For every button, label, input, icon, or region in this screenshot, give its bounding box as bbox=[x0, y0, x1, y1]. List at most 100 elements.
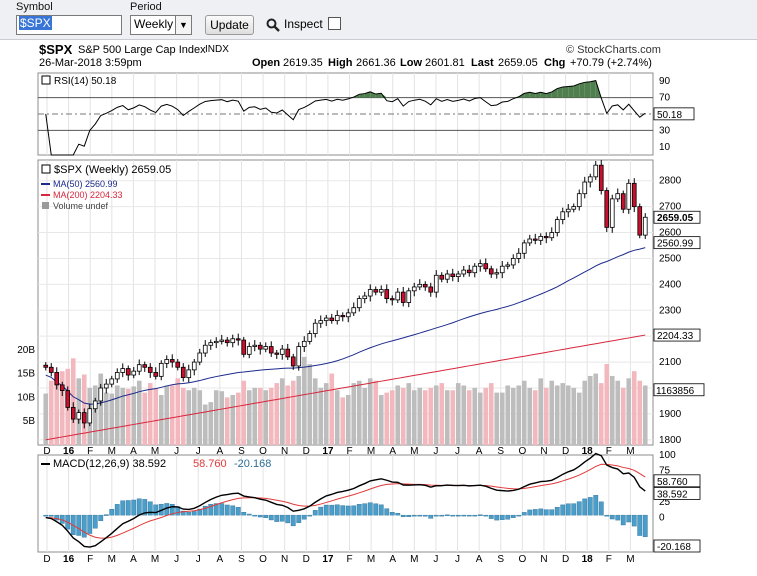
macd-histogram-bar bbox=[219, 503, 225, 516]
candle-down bbox=[631, 182, 637, 208]
symbol-input-value: $SPX bbox=[19, 16, 52, 30]
candle-down bbox=[637, 206, 643, 236]
candle-down bbox=[450, 273, 456, 277]
header-last-label: Last bbox=[471, 57, 494, 69]
price-x-tick-label: M bbox=[410, 446, 418, 457]
header-last-value: 2659.05 bbox=[498, 57, 538, 69]
macd-histogram-bar bbox=[356, 504, 362, 516]
rsi-axis-tick-label: 70 bbox=[659, 93, 671, 104]
candle-up bbox=[307, 333, 313, 342]
macd-histogram-bar bbox=[92, 514, 98, 529]
volume-bar bbox=[532, 390, 538, 445]
price-current-label-box bbox=[653, 210, 701, 224]
macd-histogram-bar bbox=[472, 514, 478, 517]
volume-bar bbox=[268, 387, 274, 445]
macd-histogram-bar bbox=[169, 503, 175, 516]
header-low-value: 2601.81 bbox=[425, 57, 465, 69]
rsi-legend-swatch bbox=[41, 75, 51, 85]
volume-bar bbox=[120, 387, 126, 445]
candle-up bbox=[367, 289, 373, 297]
volume-bar bbox=[554, 385, 560, 445]
volume-bar bbox=[362, 387, 368, 445]
macd-x-tick-label: A bbox=[217, 554, 224, 565]
candle-up bbox=[186, 369, 192, 379]
volume-bar bbox=[378, 395, 384, 445]
macd-x-tick-label: J bbox=[455, 554, 460, 565]
macd-x-tick-label: F bbox=[606, 554, 612, 565]
inspect-checkbox[interactable] bbox=[328, 17, 341, 30]
volume-bar bbox=[439, 383, 445, 445]
volume-bar bbox=[213, 390, 219, 445]
symbol-input[interactable]: $SPX bbox=[16, 15, 122, 35]
macd-histogram-bar bbox=[367, 502, 373, 516]
price-x-tick-label: M bbox=[151, 446, 159, 457]
volume-bar bbox=[400, 387, 406, 445]
volume-bar bbox=[191, 387, 197, 445]
macd-histogram-bar bbox=[279, 514, 285, 522]
macd-x-tick-label: A bbox=[476, 554, 483, 565]
macd-x-tick-label: D bbox=[303, 554, 310, 565]
macd-histogram-bar bbox=[323, 504, 329, 516]
volume-bar bbox=[565, 385, 571, 445]
volume-bar bbox=[345, 395, 351, 445]
volume-bar bbox=[389, 390, 395, 445]
candle-up bbox=[455, 273, 461, 277]
macd-x-tick-label: J bbox=[433, 554, 438, 565]
macd-histogram-bar bbox=[54, 514, 60, 521]
candle-down bbox=[180, 366, 186, 379]
macd-histogram-bar bbox=[136, 498, 142, 516]
candle-down bbox=[59, 384, 65, 391]
ma50-line bbox=[45, 247, 646, 405]
rsi-overbought-fill bbox=[562, 86, 569, 98]
stock-chart: DD1616FFMMAAMMJJJJAASSOONNDD1717FFMMAAMM… bbox=[17, 72, 705, 565]
candle-up bbox=[378, 289, 384, 293]
volume-bar bbox=[109, 393, 115, 445]
rsi-value-label: 50.18 bbox=[657, 110, 682, 121]
price-x-tick-label: S bbox=[497, 446, 504, 457]
macd-histogram-bar bbox=[384, 508, 390, 516]
period-select[interactable]: Weekly ▼ bbox=[130, 15, 192, 35]
volume-bar bbox=[296, 375, 302, 445]
update-button[interactable]: Update bbox=[205, 15, 254, 35]
candle-down bbox=[598, 164, 604, 191]
volume-bar bbox=[450, 390, 456, 445]
macd-histogram-bar bbox=[334, 504, 340, 516]
price-x-tick-label: M bbox=[108, 446, 116, 457]
macd-histogram-bar bbox=[202, 505, 208, 516]
candle-up bbox=[582, 181, 588, 195]
volume-bar bbox=[175, 378, 181, 445]
macd-x-tick-label: 18 bbox=[582, 554, 594, 565]
macd-histogram-bar bbox=[587, 497, 593, 516]
volume-axis-tick-label: 20B bbox=[17, 345, 35, 356]
macd-hist-legend-label: -20.168 bbox=[234, 458, 271, 470]
header-chg-label: Chg bbox=[544, 57, 566, 69]
macd-histogram-bar bbox=[521, 512, 527, 516]
macd-histogram-bar bbox=[87, 514, 93, 534]
volume-bar bbox=[373, 380, 379, 445]
macd-histogram-bar bbox=[274, 514, 280, 522]
macd-histogram-bar bbox=[345, 505, 351, 516]
ma200-legend-label: MA(200) 2204.33 bbox=[53, 190, 123, 200]
macd-histogram-bar bbox=[554, 507, 560, 516]
volume-bar bbox=[164, 385, 170, 445]
price-x-tick-label: D bbox=[43, 446, 50, 457]
price-x-tick-label: A bbox=[130, 446, 137, 457]
chevron-down-icon[interactable]: ▼ bbox=[175, 16, 191, 34]
macd-histogram-bar bbox=[307, 514, 313, 517]
macd-histogram-bar bbox=[461, 514, 467, 517]
macd-histogram-bar bbox=[142, 499, 148, 516]
volume-bar bbox=[631, 371, 637, 445]
macd-histogram-bar bbox=[642, 514, 648, 537]
macd-histogram-bar bbox=[109, 509, 115, 516]
price-x-tick-label: 16 bbox=[63, 446, 75, 457]
volume-bar bbox=[307, 364, 313, 445]
macd-value-label-box bbox=[653, 487, 701, 500]
volume-bar bbox=[153, 387, 159, 445]
macd-hist-value-label-box bbox=[653, 539, 701, 553]
volume-bar bbox=[433, 385, 439, 445]
candle-up bbox=[615, 193, 621, 200]
rsi-axis-tick-label: 30 bbox=[659, 125, 671, 136]
candle-down bbox=[290, 356, 296, 367]
volume-bar bbox=[186, 390, 192, 445]
magnifier-icon[interactable] bbox=[266, 18, 280, 32]
